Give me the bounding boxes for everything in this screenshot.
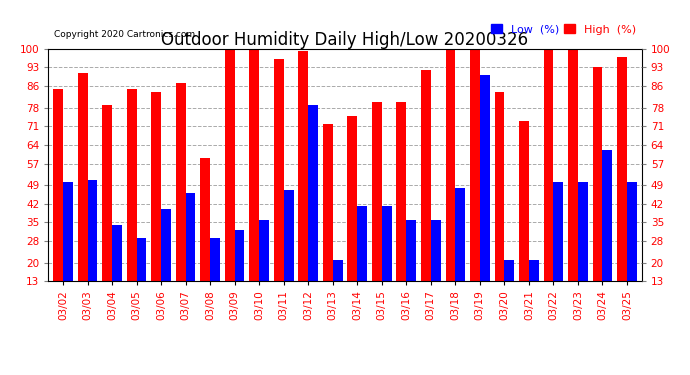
Bar: [78, 73, 88, 316]
Bar: [382, 206, 392, 316]
Bar: [176, 84, 186, 316]
Bar: [102, 105, 112, 316]
Bar: [259, 220, 269, 316]
Bar: [308, 105, 318, 316]
Bar: [274, 60, 284, 316]
Bar: [431, 220, 441, 316]
Bar: [421, 70, 431, 316]
Bar: [53, 89, 63, 316]
Bar: [529, 260, 539, 316]
Bar: [249, 49, 259, 316]
Bar: [151, 92, 161, 316]
Bar: [357, 206, 367, 316]
Bar: [333, 260, 342, 316]
Bar: [504, 260, 514, 316]
Bar: [617, 57, 627, 316]
Bar: [602, 150, 612, 316]
Bar: [519, 121, 529, 316]
Bar: [553, 182, 563, 316]
Bar: [544, 49, 553, 316]
Bar: [470, 49, 480, 316]
Bar: [578, 182, 588, 316]
Bar: [446, 49, 455, 316]
Bar: [323, 124, 333, 316]
Bar: [186, 193, 195, 316]
Bar: [406, 220, 416, 316]
Bar: [200, 158, 210, 316]
Bar: [480, 75, 490, 316]
Title: Outdoor Humidity Daily High/Low 20200326: Outdoor Humidity Daily High/Low 20200326: [161, 31, 529, 49]
Bar: [210, 238, 220, 316]
Text: Copyright 2020 Cartronics.com: Copyright 2020 Cartronics.com: [55, 30, 195, 39]
Bar: [627, 182, 637, 316]
Bar: [397, 102, 406, 316]
Legend: Low  (%), High  (%): Low (%), High (%): [491, 24, 636, 34]
Bar: [298, 51, 308, 316]
Bar: [348, 116, 357, 316]
Bar: [225, 49, 235, 316]
Bar: [568, 49, 578, 316]
Bar: [127, 89, 137, 316]
Bar: [161, 209, 171, 316]
Bar: [112, 225, 122, 316]
Bar: [284, 190, 293, 316]
Bar: [235, 231, 244, 316]
Bar: [137, 238, 146, 316]
Bar: [63, 182, 73, 316]
Bar: [372, 102, 382, 316]
Bar: [455, 188, 465, 316]
Bar: [593, 68, 602, 316]
Bar: [495, 92, 504, 316]
Bar: [88, 180, 97, 316]
